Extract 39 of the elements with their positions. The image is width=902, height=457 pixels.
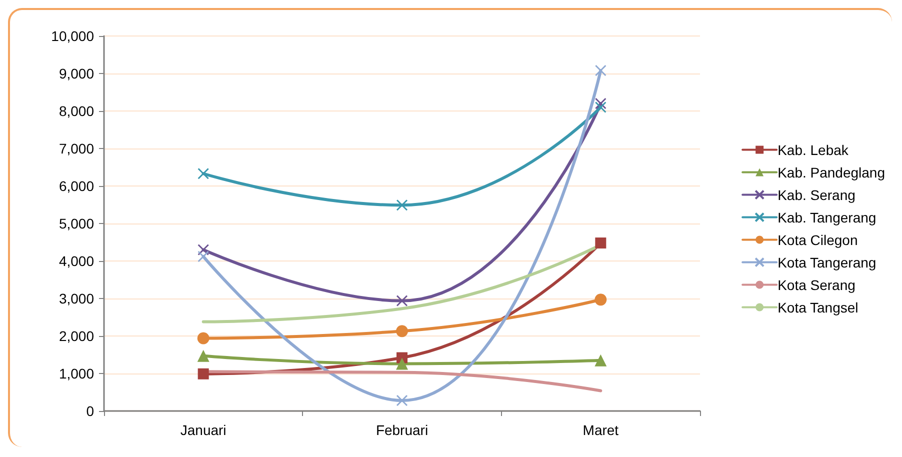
point <box>594 98 606 110</box>
y-tick-label: 6,000 <box>58 178 94 194</box>
point <box>594 64 606 76</box>
point <box>396 394 408 406</box>
legend-label: Kota Serang <box>778 276 856 293</box>
y-tick-label: 2,000 <box>58 328 94 344</box>
y-tick-label: 1,000 <box>58 366 94 382</box>
y-tick-label: 7,000 <box>58 140 94 156</box>
point <box>197 332 210 344</box>
y-tick-label: 9,000 <box>58 66 94 82</box>
point <box>595 238 606 248</box>
y-tick-label: 5,000 <box>58 216 94 232</box>
y-tick-label: 10,000 <box>51 28 94 44</box>
point <box>198 244 210 256</box>
point <box>396 325 408 338</box>
x-tick-label: Januari <box>180 422 226 438</box>
x-tick-label: Februari <box>376 422 428 438</box>
point <box>594 102 606 113</box>
point <box>396 199 408 211</box>
y-tick-label: 8,000 <box>58 103 94 119</box>
legend-label: Kab. Pandeglang <box>778 164 886 180</box>
legend-label: Kab. Tangerang <box>778 209 876 226</box>
x-tick-label: Maret <box>582 422 619 438</box>
legend-label: Kota Cilegon <box>778 232 858 248</box>
point <box>594 354 607 366</box>
y-tick-label: 3,000 <box>58 290 94 306</box>
legend-label: Kab. Lebak <box>778 142 850 158</box>
point <box>198 250 210 262</box>
point <box>396 295 408 306</box>
point <box>198 368 209 380</box>
y-tick-label: 0 <box>86 403 94 419</box>
point <box>594 294 607 306</box>
legend-label: Kota Tangerang <box>778 254 876 270</box>
legend-label: Kota Tangsel <box>778 299 858 316</box>
y-tick-label: 4,000 <box>58 253 94 269</box>
point <box>198 168 210 180</box>
point <box>197 350 210 362</box>
legend-label: Kab. Serang <box>778 186 856 203</box>
point <box>396 358 408 370</box>
